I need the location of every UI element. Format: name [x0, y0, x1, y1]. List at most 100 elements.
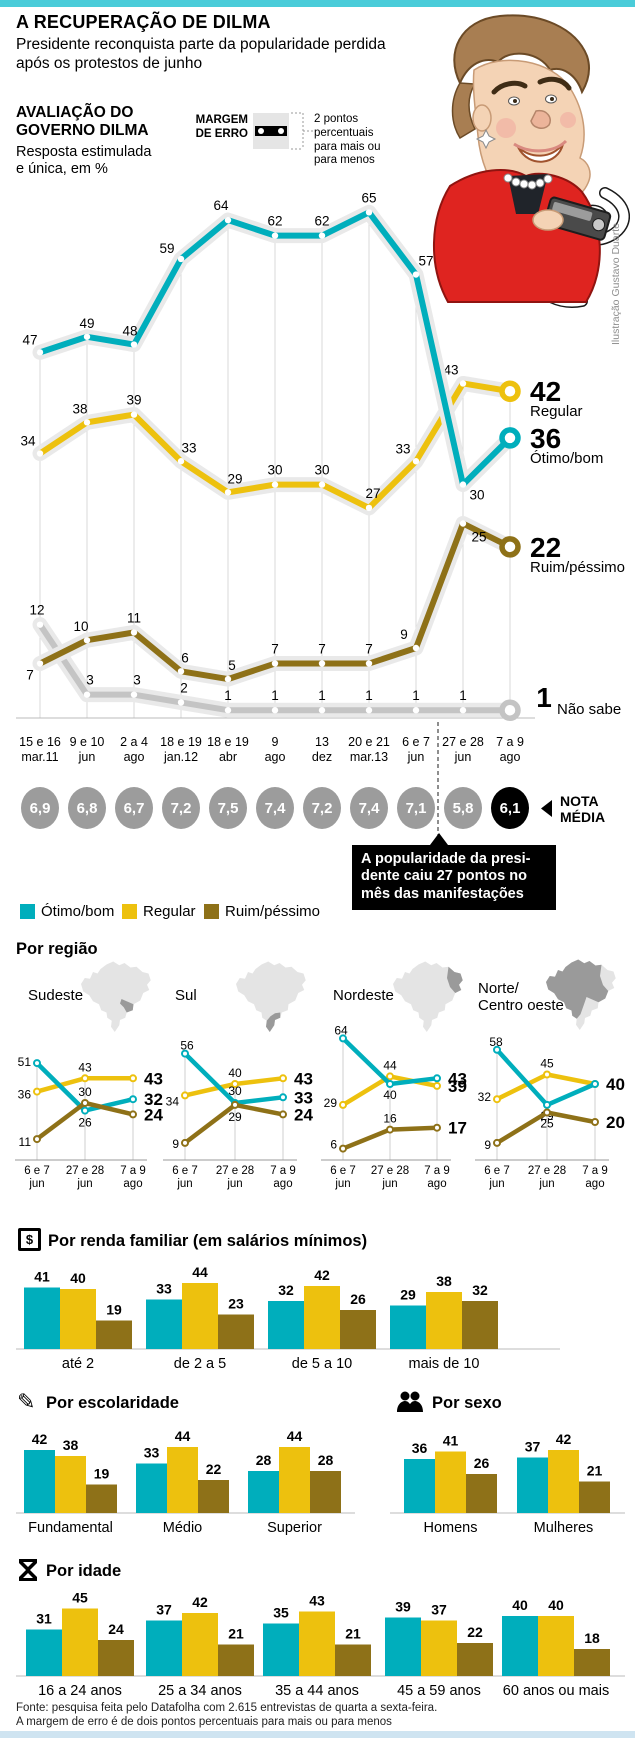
- svg-text:ago: ago: [124, 750, 145, 764]
- svg-text:jun: jun: [226, 1178, 242, 1190]
- svg-text:30: 30: [469, 488, 484, 503]
- svg-text:20 e 21: 20 e 21: [348, 735, 390, 749]
- svg-text:45: 45: [540, 1057, 554, 1071]
- svg-text:6,9: 6,9: [30, 800, 51, 817]
- svg-text:1: 1: [459, 688, 467, 703]
- svg-text:27: 27: [365, 486, 380, 501]
- brazil-map-norte: [546, 959, 616, 1030]
- svg-text:1: 1: [536, 682, 552, 713]
- svg-text:6 e 7: 6 e 7: [402, 735, 430, 749]
- svg-text:27 e 28: 27 e 28: [66, 1165, 104, 1177]
- svg-text:27 e 28: 27 e 28: [216, 1165, 254, 1177]
- svg-text:32: 32: [144, 1090, 163, 1109]
- svg-text:7,1: 7,1: [406, 800, 427, 817]
- svg-text:32: 32: [278, 1282, 294, 1298]
- region-label-sul: Sul: [175, 987, 197, 1004]
- svg-text:7,2: 7,2: [171, 800, 192, 817]
- svg-text:9: 9: [484, 1138, 491, 1152]
- svg-text:7: 7: [365, 642, 373, 657]
- nota-media-row: 6,9 6,8 6,7 7,2 7,5 7,4 7,2 7,4 7,1 5,8 6,1 NOTAMÉD…: [21, 787, 605, 829]
- svg-text:49: 49: [79, 316, 94, 331]
- svg-text:1: 1: [318, 688, 326, 703]
- top-accent-strip: [0, 0, 635, 7]
- nose: [530, 109, 551, 129]
- legend-swatch-regular: [122, 904, 137, 919]
- legend-swatch-ruim: [204, 904, 219, 919]
- svg-text:jan.12: jan.12: [163, 750, 198, 764]
- svg-text:24: 24: [294, 1105, 313, 1124]
- svg-text:39: 39: [448, 1077, 467, 1096]
- bottom-accent-strip: [0, 1731, 635, 1738]
- svg-text:15 e 16: 15 e 16: [19, 735, 61, 749]
- bar-chart-sex: 36 41 26 Homens 37 42 21 Mulheres: [390, 1431, 625, 1536]
- svg-text:13: 13: [315, 735, 329, 749]
- region-label-norte: Norte/ Centro oeste: [478, 980, 564, 1014]
- svg-text:43: 43: [144, 1069, 163, 1088]
- svg-text:Regular: Regular: [530, 403, 583, 420]
- svg-text:40: 40: [606, 1075, 625, 1094]
- svg-text:21: 21: [345, 1626, 361, 1642]
- svg-text:38: 38: [436, 1273, 452, 1289]
- svg-text:2: 2: [180, 680, 188, 695]
- svg-text:30: 30: [228, 1084, 242, 1098]
- eyebrow-right: [537, 76, 572, 91]
- svg-text:34: 34: [166, 1094, 180, 1108]
- legend-item-otimo: Ótimo/bom: [20, 903, 114, 920]
- svg-text:33: 33: [294, 1088, 313, 1107]
- ear: [472, 104, 492, 132]
- dilma-caricature: [433, 14, 630, 308]
- svg-text:7,5: 7,5: [218, 800, 239, 817]
- svg-text:7: 7: [26, 668, 34, 683]
- svg-text:42: 42: [530, 376, 561, 407]
- svg-text:30: 30: [267, 463, 282, 478]
- page-title: A RECUPERAÇÃO DE DILMA: [16, 12, 271, 32]
- svg-text:27 e 28: 27 e 28: [442, 735, 484, 749]
- svg-text:33: 33: [181, 440, 196, 455]
- svg-text:44: 44: [192, 1264, 208, 1280]
- svg-text:jun: jun: [488, 1178, 504, 1190]
- section-heading-education: Por escolaridade: [46, 1394, 179, 1412]
- svg-text:36: 36: [412, 1440, 428, 1456]
- svg-text:jun: jun: [538, 1178, 554, 1190]
- legend-item-ruim: Ruim/péssimo: [204, 903, 320, 920]
- svg-text:37: 37: [525, 1439, 541, 1455]
- svg-text:17: 17: [448, 1119, 467, 1138]
- brazil-map-sudeste: [81, 961, 151, 1032]
- svg-text:26: 26: [350, 1291, 366, 1307]
- svg-text:27 e 28: 27 e 28: [528, 1165, 566, 1177]
- svg-text:7: 7: [271, 642, 279, 657]
- svg-text:5: 5: [228, 658, 236, 673]
- svg-text:25 a 34 anos: 25 a 34 anos: [158, 1683, 242, 1699]
- chart-subheading-line2: e única, em %: [16, 161, 108, 177]
- svg-text:ago: ago: [427, 1178, 446, 1190]
- svg-text:16 a 24 anos: 16 a 24 anos: [38, 1683, 122, 1699]
- svg-text:7 a 9: 7 a 9: [270, 1165, 296, 1177]
- svg-text:6 e 7: 6 e 7: [484, 1165, 510, 1177]
- hand: [532, 209, 564, 231]
- svg-text:43: 43: [443, 362, 458, 377]
- svg-text:36: 36: [18, 1088, 32, 1102]
- svg-text:de 2 a 5: de 2 a 5: [174, 1356, 226, 1372]
- svg-text:33: 33: [395, 441, 410, 456]
- eyebrow-left: [491, 80, 528, 95]
- svg-text:34: 34: [20, 433, 36, 448]
- hourglass-icon: [19, 1559, 37, 1581]
- svg-text:40: 40: [383, 1088, 397, 1102]
- svg-text:6,8: 6,8: [77, 800, 98, 817]
- svg-text:dez: dez: [312, 750, 332, 764]
- svg-text:20: 20: [606, 1113, 625, 1132]
- svg-text:43: 43: [294, 1069, 313, 1088]
- svg-text:Ruim/péssimo: Ruim/péssimo: [530, 559, 625, 576]
- svg-text:47: 47: [22, 332, 37, 347]
- svg-text:45: 45: [72, 1590, 88, 1606]
- svg-text:jun: jun: [76, 1178, 92, 1190]
- svg-text:12: 12: [29, 603, 44, 618]
- svg-text:65: 65: [361, 190, 376, 205]
- svg-text:jun: jun: [407, 750, 425, 764]
- svg-text:32: 32: [478, 1090, 492, 1104]
- svg-text:ago: ago: [585, 1178, 604, 1190]
- svg-text:40: 40: [548, 1597, 564, 1613]
- svg-text:9 e 10: 9 e 10: [70, 735, 105, 749]
- svg-text:33: 33: [144, 1445, 160, 1461]
